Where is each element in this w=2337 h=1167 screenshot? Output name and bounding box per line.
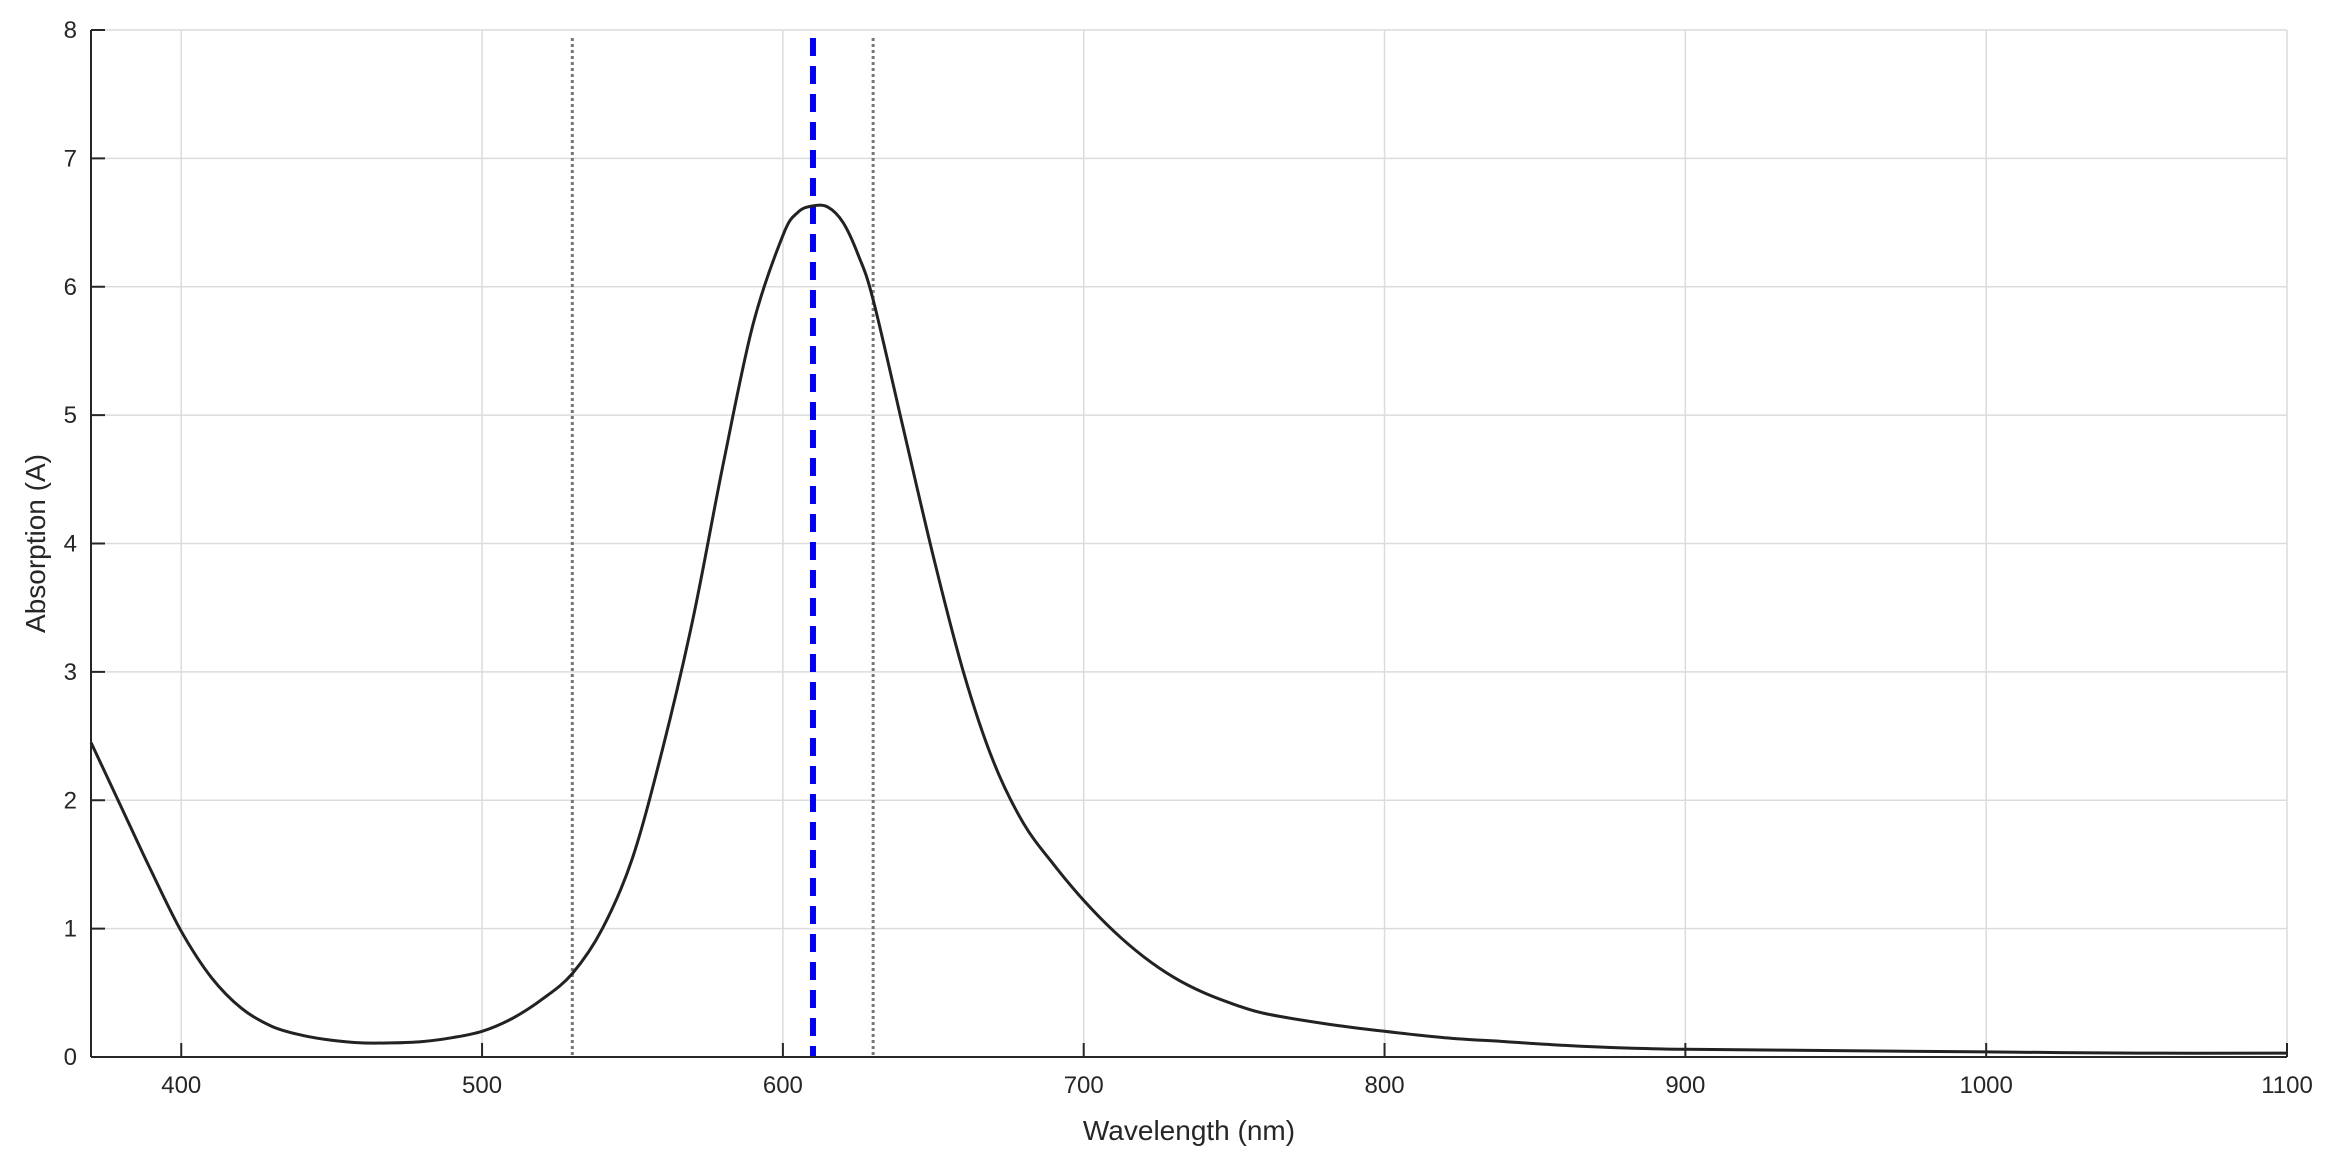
y-axis-label: Absorption (A) — [20, 454, 51, 633]
x-tick-label: 500 — [462, 1072, 502, 1099]
x-tick-label: 1000 — [1959, 1072, 2012, 1099]
y-tick-label: 0 — [64, 1044, 77, 1071]
x-tick-label: 800 — [1365, 1072, 1405, 1099]
x-axis-label: Wavelength (nm) — [1083, 1115, 1295, 1146]
x-tick-label: 600 — [763, 1072, 803, 1099]
reference-lines — [570, 38, 875, 1057]
y-tick-label: 7 — [64, 145, 77, 172]
tick-labels: 400 500 600 700 800 900 1000 1100 0 1 2 3 4 5 6 7 8 — [64, 17, 2313, 1099]
axes — [90, 29, 2288, 1058]
x-tick-label: 1100 — [2261, 1072, 2313, 1099]
y-tick-label: 8 — [64, 17, 77, 44]
x-tick-label: 700 — [1064, 1072, 1104, 1099]
y-tick-label: 6 — [64, 274, 77, 301]
series-layer — [89, 203, 2288, 1055]
y-tick-label: 3 — [64, 659, 77, 686]
y-tick-label: 5 — [64, 402, 77, 429]
y-tick-label: 2 — [64, 787, 77, 814]
y-tick-label: 4 — [64, 531, 77, 558]
absorption-series-line — [89, 203, 2288, 1055]
x-tick-label: 400 — [161, 1072, 201, 1099]
x-tick-label: 900 — [1665, 1072, 1705, 1099]
y-tick-label: 1 — [64, 916, 77, 943]
